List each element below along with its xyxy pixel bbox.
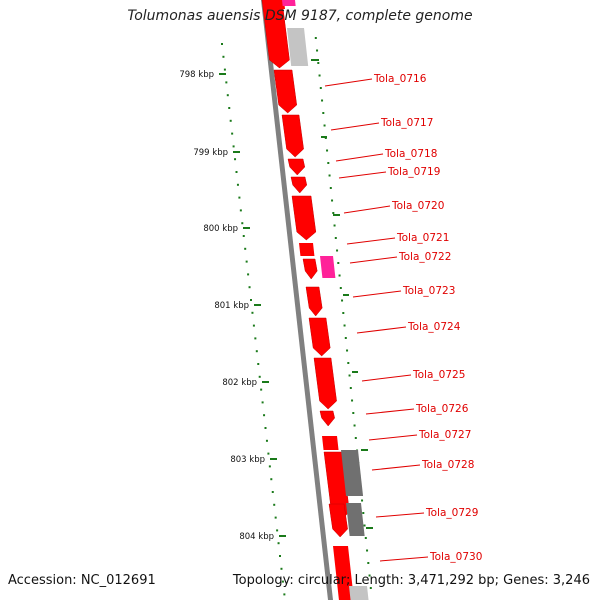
scale-label: 802 kbp: [222, 378, 257, 388]
gene-label: Tola_0718: [384, 148, 437, 160]
gene-block: [287, 28, 309, 66]
gene-block: [320, 256, 336, 278]
accession-text: Accession: NC_012691: [8, 573, 156, 588]
gene-arrow: [261, 0, 290, 69]
label-leader: [330, 122, 380, 131]
gene-label: Tola_0723: [402, 285, 455, 297]
scale-label: 803 kbp: [230, 455, 265, 465]
label-leader: [349, 256, 398, 264]
gene-arrow: [287, 158, 306, 176]
label-leaders: [324, 78, 429, 562]
backbone-line: [261, 0, 333, 600]
gene-arrow: [313, 357, 337, 410]
gene-labels: Tola_0716 Tola_0717 Tola_0718 Tola_0719 Tola…: [373, 73, 482, 563]
scale-label: 800 kbp: [203, 224, 238, 234]
label-leader: [368, 434, 418, 441]
gene-block: [282, 0, 296, 6]
gene-features: [261, 0, 369, 600]
gene-arrow: [281, 114, 304, 158]
genome-summary: Topology: circular; Length: 3,471,292 bp…: [232, 573, 590, 588]
gene-block: [299, 243, 315, 256]
gene-label: Tola_0730: [429, 551, 482, 563]
gene-arrow: [328, 503, 348, 538]
label-leader: [379, 556, 429, 562]
gene-arrow: [308, 317, 331, 357]
gene-block: [349, 586, 369, 600]
label-leader: [338, 171, 387, 179]
label-leader: [335, 153, 384, 162]
gene-block: [322, 436, 339, 450]
gene-block: [333, 546, 354, 600]
gene-block: [346, 503, 365, 536]
gene-label: Tola_0719: [387, 166, 440, 178]
gene-label: Tola_0727: [418, 429, 471, 441]
label-leader: [356, 326, 407, 334]
label-leader: [324, 78, 373, 87]
genome-backbone: [261, 0, 333, 600]
scale-label: 804 kbp: [239, 532, 274, 542]
gene-arrow: [302, 258, 318, 280]
label-leader: [346, 237, 396, 245]
label-leader: [361, 374, 412, 382]
map-title: Tolumonas auensis DSM 9187, complete gen…: [127, 8, 473, 24]
label-leader: [365, 408, 415, 415]
gene-label: Tola_0721: [396, 232, 449, 244]
gene-label: Tola_0729: [425, 507, 478, 519]
label-leader: [371, 464, 421, 471]
gene-label: Tola_0726: [415, 403, 469, 415]
scale-label: 798 kbp: [179, 70, 214, 80]
gene-label: Tola_0720: [391, 200, 444, 212]
gene-label: Tola_0728: [421, 459, 474, 471]
gene-arrow: [273, 69, 297, 114]
gene-label: Tola_0724: [407, 321, 461, 333]
scale-ticks: 798 kbp 799 kbp 800 kbp 801 kbp 802 kbp 803 k…: [179, 43, 286, 596]
gene-arrow: [319, 410, 335, 427]
label-leader: [343, 205, 391, 214]
gene-arrow: [305, 286, 323, 317]
gene-label: Tola_0722: [398, 251, 451, 263]
gene-label: Tola_0716: [373, 73, 427, 85]
gene-label: Tola_0725: [412, 369, 465, 381]
gene-block: [341, 450, 364, 496]
gene-arrow: [291, 195, 317, 241]
label-leader: [352, 290, 402, 298]
label-leader: [375, 512, 425, 518]
gene-arrow: [290, 176, 308, 194]
gene-label: Tola_0717: [380, 117, 433, 129]
scale-label: 799 kbp: [193, 148, 228, 158]
scale-label: 801 kbp: [214, 301, 249, 311]
